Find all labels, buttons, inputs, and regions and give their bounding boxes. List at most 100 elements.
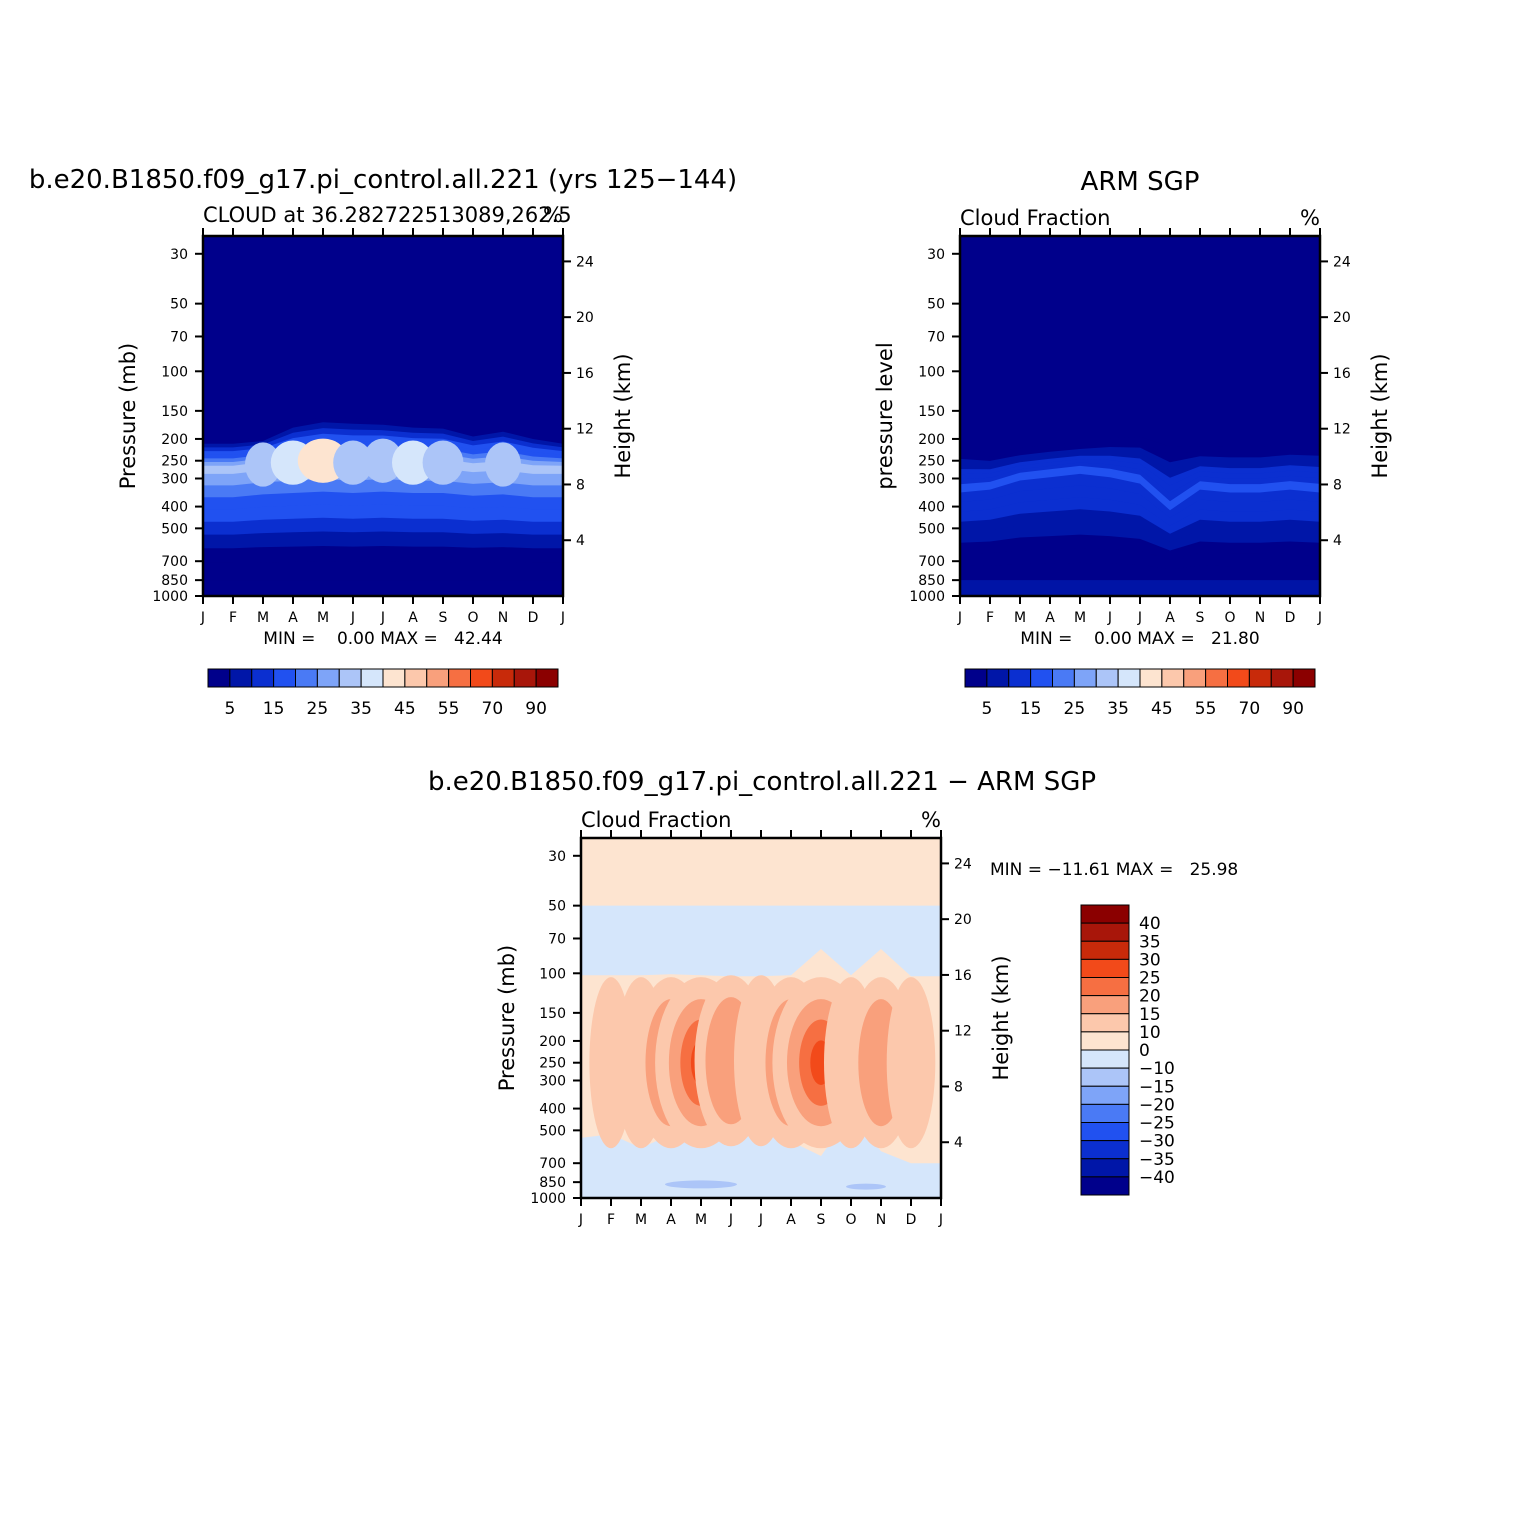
- obs-colorbar-label: 25: [1064, 699, 1086, 719]
- obs-y-tick-label: 400: [918, 500, 945, 516]
- obs-colorbar-label: 45: [1151, 699, 1173, 719]
- model-x-tick-label: A: [288, 610, 298, 626]
- diff-y-tick-label: 300: [539, 1074, 566, 1090]
- obs-y-tick-label: 850: [918, 573, 945, 589]
- diff-y-tick-label: 50: [548, 899, 566, 915]
- model-x-tick-label: J: [380, 610, 385, 626]
- diff-x-tick-label: J: [758, 1212, 763, 1228]
- diff-main-title: b.e20.B1850.f09_g17.pi_control.all.221 −…: [428, 767, 1096, 797]
- model-x-tick-label: F: [229, 610, 237, 626]
- diff-y-right-tick-label: 24: [954, 856, 972, 872]
- model-colorbar-label: 55: [438, 699, 460, 719]
- diff-colorbar-label: 0: [1139, 1041, 1150, 1061]
- model-x-tick-label: J: [200, 610, 205, 626]
- obs-y-tick-label: 30: [927, 247, 945, 263]
- diff-y-tick-label: 850: [539, 1175, 566, 1191]
- obs-y-right-tick-label: 12: [1333, 422, 1351, 438]
- model-x-tick-label: O: [467, 610, 478, 626]
- diff-colorbar-label: −35: [1139, 1150, 1175, 1170]
- diff-y-right-tick-label: 4: [954, 1135, 963, 1151]
- obs-x-tick-label: J: [1107, 610, 1112, 626]
- diff-colorbar-box: [1080, 958, 1130, 978]
- obs-colorbar-label: 90: [1282, 699, 1304, 719]
- diff-y-right-tick-label: 16: [954, 968, 972, 984]
- model-x-tick-label: D: [528, 610, 539, 626]
- model-x-tick-label: S: [439, 610, 448, 626]
- obs-x-tick-label: F: [986, 610, 994, 626]
- diff-x-tick-label: O: [845, 1212, 856, 1228]
- model-ylabel: Pressure (mb): [116, 343, 140, 490]
- diff-x-tick-label: A: [786, 1212, 796, 1228]
- model-peak-patch: [422, 440, 464, 485]
- diff-low-negative-patch: [665, 1180, 737, 1189]
- diff-colorbar-box: [1080, 1103, 1130, 1123]
- model-colorbar-box: [207, 668, 231, 688]
- diff-positive-contour: [886, 977, 936, 1149]
- diff-colorbar-box: [1080, 1140, 1130, 1160]
- obs-y-tick-label: 100: [918, 364, 945, 380]
- model-colorbar-box: [470, 668, 493, 688]
- model-y-tick-label: 100: [161, 364, 188, 380]
- obs-y-right-tick-label: 4: [1333, 533, 1342, 549]
- diff-x-tick-label: J: [728, 1212, 733, 1228]
- diff-colorbar-box: [1080, 1049, 1130, 1069]
- obs-colorbar-box: [1205, 668, 1228, 688]
- diff-colorbar-box: [1080, 1013, 1130, 1033]
- diff-colorbar-box: [1080, 1122, 1130, 1142]
- model-x-tick-label: A: [408, 610, 418, 626]
- obs-colorbar-box: [1292, 668, 1316, 688]
- model-y-tick-label: 70: [170, 329, 188, 345]
- model-y-right-tick-label: 16: [576, 366, 594, 382]
- model-colorbar-box: [426, 668, 450, 688]
- obs-ylabel: pressure level: [873, 342, 897, 489]
- obs-x-tick-label: J: [957, 610, 962, 626]
- diff-y-tick-label: 100: [539, 966, 566, 982]
- obs-y-tick-label: 250: [918, 454, 945, 470]
- obs-colorbar-box: [1008, 668, 1032, 688]
- diff-colorbar-box: [1080, 940, 1130, 960]
- diff-y-tick-label: 500: [539, 1123, 566, 1139]
- model-colorbar-box: [404, 668, 428, 688]
- obs-colorbar-label: 35: [1107, 699, 1129, 719]
- obs-colorbar-box: [1183, 668, 1207, 688]
- diff-contour-layer: [581, 838, 941, 1198]
- obs-y-tick-label: 500: [918, 521, 945, 537]
- diff-ylabel: Pressure (mb): [495, 945, 519, 1092]
- obs-y-right-tick-label: 20: [1333, 310, 1351, 326]
- diff-x-tick-label: J: [938, 1212, 943, 1228]
- model-colorbar-box: [491, 668, 515, 688]
- model-y-tick-label: 200: [161, 432, 188, 448]
- obs-x-tick-label: N: [1255, 610, 1265, 626]
- diff-colorbar-label: 30: [1139, 950, 1161, 970]
- obs-colorbar-box: [1117, 668, 1141, 688]
- obs-left-string: Cloud Fraction: [960, 206, 1111, 230]
- obs-ylabel-right: Height (km): [1368, 353, 1392, 478]
- obs-colorbar-box: [1227, 668, 1250, 688]
- diff-x-tick-label: M: [695, 1212, 707, 1228]
- diff-colorbar-label: 10: [1139, 1023, 1161, 1043]
- diff-colorbar-label: −40: [1139, 1168, 1175, 1188]
- model-colorbar-box: [360, 668, 384, 688]
- diff-x-tick-label: A: [666, 1212, 676, 1228]
- model-y-tick-label: 50: [170, 297, 188, 313]
- diff-x-tick-label: D: [906, 1212, 917, 1228]
- model-peak-patch: [485, 442, 521, 487]
- model-y-tick-label: 1000: [152, 589, 188, 605]
- model-peak-patch: [363, 438, 403, 483]
- diff-x-tick-label: M: [635, 1212, 647, 1228]
- model-peak-patch: [245, 442, 281, 487]
- obs-x-tick-label: M: [1074, 610, 1086, 626]
- obs-x-tick-label: J: [1317, 610, 1322, 626]
- obs-y-right-tick-label: 8: [1333, 477, 1342, 493]
- diff-y-right-tick-label: 12: [954, 1024, 972, 1040]
- obs-colorbar-box: [1052, 668, 1075, 688]
- diff-colorbar-box: [1080, 922, 1130, 942]
- diff-colorbar-box: [1080, 977, 1130, 997]
- model-peak-patch: [333, 440, 373, 485]
- obs-colorbar-box: [1161, 668, 1185, 688]
- model-colorbar-label: 35: [350, 699, 372, 719]
- model-y-tick-label: 700: [161, 554, 188, 570]
- diff-upper-negative-band: [581, 905, 941, 977]
- diff-colorbar-box: [1080, 1085, 1130, 1105]
- obs-colorbar-box: [1095, 668, 1119, 688]
